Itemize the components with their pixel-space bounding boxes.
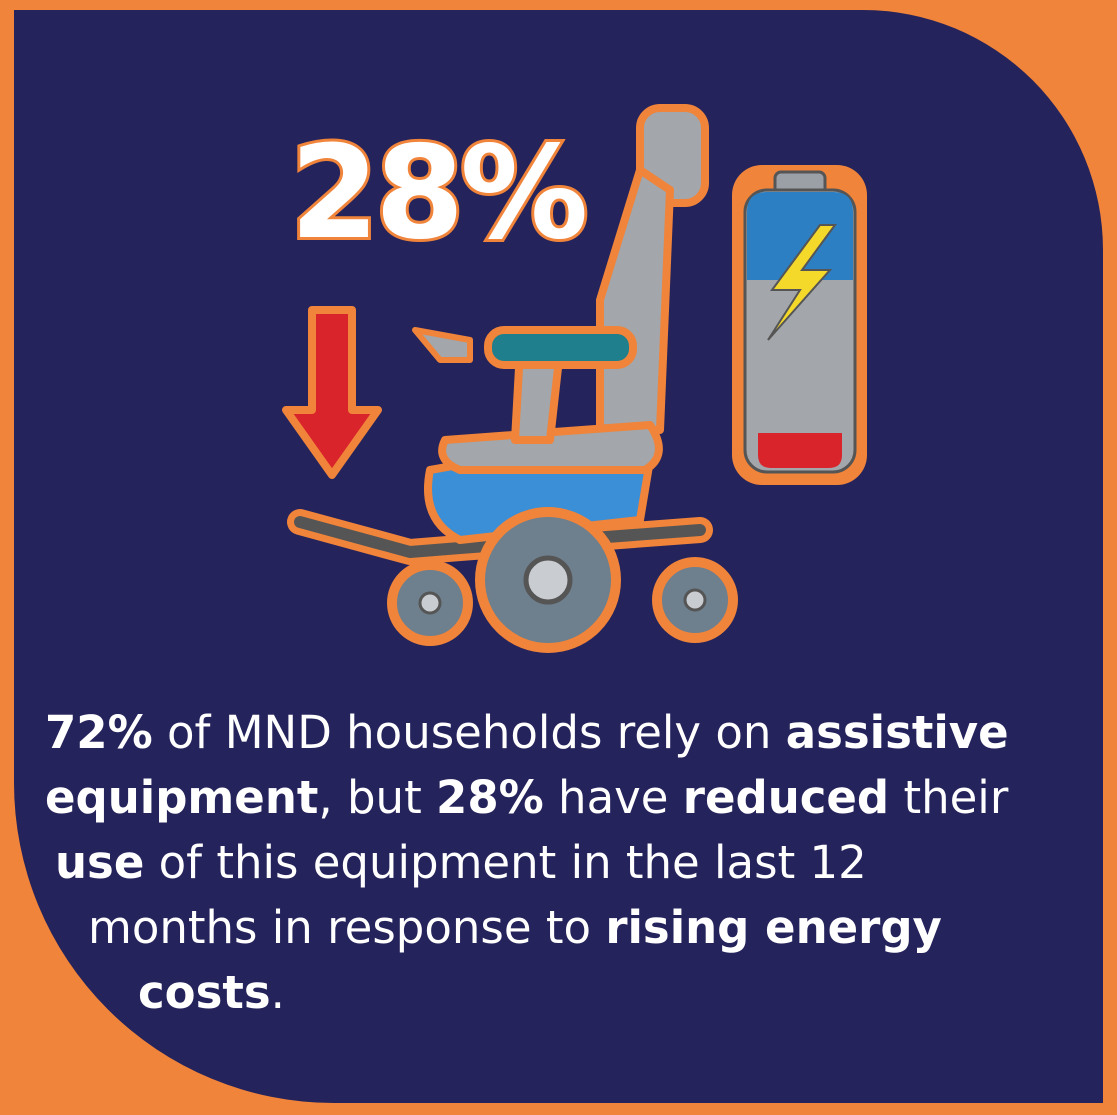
body-text: 72% of MND households rely on assistive e…	[0, 700, 1117, 1025]
text: , but	[318, 771, 437, 824]
text: have	[543, 771, 683, 824]
bold-text: costs	[138, 966, 271, 1019]
down-arrow	[282, 306, 382, 479]
text-line: use of this equipment in the last 12	[0, 830, 1117, 895]
bold-text: 72%	[45, 706, 153, 759]
text-line: months in response to rising energy	[0, 895, 1117, 960]
text: .	[270, 966, 285, 1019]
text-line: costs.	[0, 960, 1117, 1025]
text: of MND households rely on	[152, 706, 786, 759]
wheelchair	[287, 104, 738, 653]
bold-text: 28%	[436, 771, 544, 824]
bold-text: equipment	[45, 771, 319, 824]
battery	[732, 165, 867, 485]
illustration	[282, 104, 867, 653]
bold-text: rising energy	[605, 901, 942, 954]
text: months in response to	[88, 901, 606, 954]
text: of this equipment in the last 12	[144, 836, 867, 889]
headline: 28%	[287, 119, 591, 268]
text-line: 72% of MND households rely on assistive	[0, 700, 1117, 765]
bold-text: use	[55, 836, 145, 889]
bold-text: reduced	[682, 771, 890, 824]
text: their	[889, 771, 1009, 824]
bold-text: assistive	[785, 706, 1009, 759]
text-line: equipment, but 28% have reduced their	[0, 765, 1117, 830]
